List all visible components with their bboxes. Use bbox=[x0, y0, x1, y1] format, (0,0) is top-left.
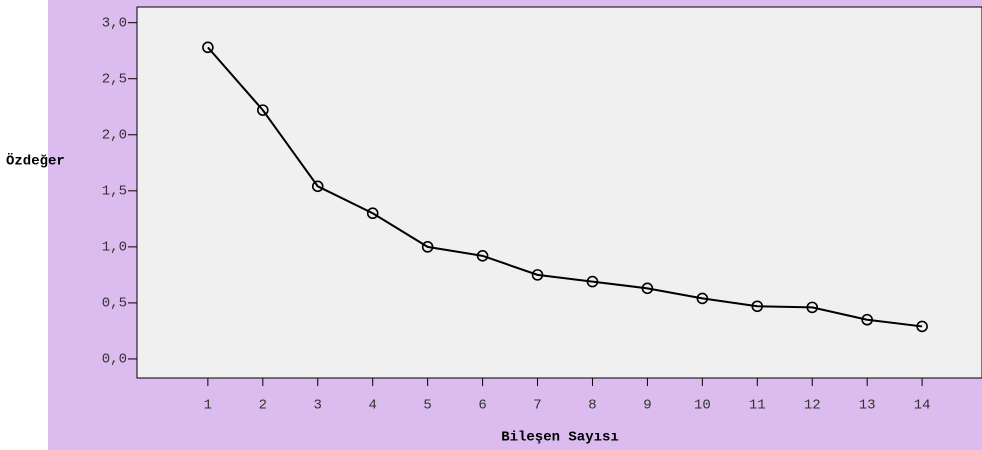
x-tick-label: 14 bbox=[914, 398, 931, 414]
x-tick-label: 5 bbox=[423, 398, 431, 414]
point bbox=[257, 104, 269, 116]
x-tick-label: 9 bbox=[643, 398, 651, 414]
y-axis-title: Özdeğer bbox=[6, 153, 65, 170]
x-tick-label: 2 bbox=[259, 398, 267, 414]
x-tick-label: 1 bbox=[204, 398, 212, 414]
y-tick-label: 1,5 bbox=[102, 184, 127, 200]
point bbox=[311, 180, 324, 193]
point bbox=[916, 320, 928, 333]
x-tick-label: 12 bbox=[804, 398, 821, 414]
point bbox=[531, 269, 544, 281]
y-tick-label: 1,0 bbox=[102, 240, 127, 256]
y-tick-label: 2,0 bbox=[102, 127, 127, 143]
x-tick-label: 11 bbox=[749, 398, 766, 414]
point bbox=[366, 207, 379, 220]
point bbox=[696, 292, 709, 305]
x-tick-label: 6 bbox=[478, 398, 486, 414]
x-tick-label: 13 bbox=[859, 398, 876, 414]
point bbox=[751, 300, 764, 313]
x-tick-label: 8 bbox=[588, 398, 596, 414]
line bbox=[207, 46, 923, 328]
point bbox=[202, 41, 214, 54]
point bbox=[641, 282, 654, 295]
x-tick-label: 3 bbox=[314, 398, 322, 414]
x-tick-label: 7 bbox=[533, 398, 541, 414]
x-axis-title: Bileşen Sayısı bbox=[501, 430, 619, 446]
point bbox=[421, 241, 434, 253]
x-tick-label: 10 bbox=[694, 398, 711, 414]
y-tick-label: 3,0 bbox=[102, 15, 127, 31]
y-tick-label: 0,5 bbox=[102, 296, 127, 312]
plot-area bbox=[136, 6, 982, 379]
point bbox=[861, 313, 873, 326]
point bbox=[476, 250, 489, 262]
x-tick-label: 4 bbox=[368, 398, 376, 414]
y-tick-label: 2,5 bbox=[102, 71, 127, 87]
point bbox=[586, 275, 599, 288]
y-tick-label: 0,0 bbox=[102, 352, 127, 368]
point bbox=[806, 301, 819, 314]
